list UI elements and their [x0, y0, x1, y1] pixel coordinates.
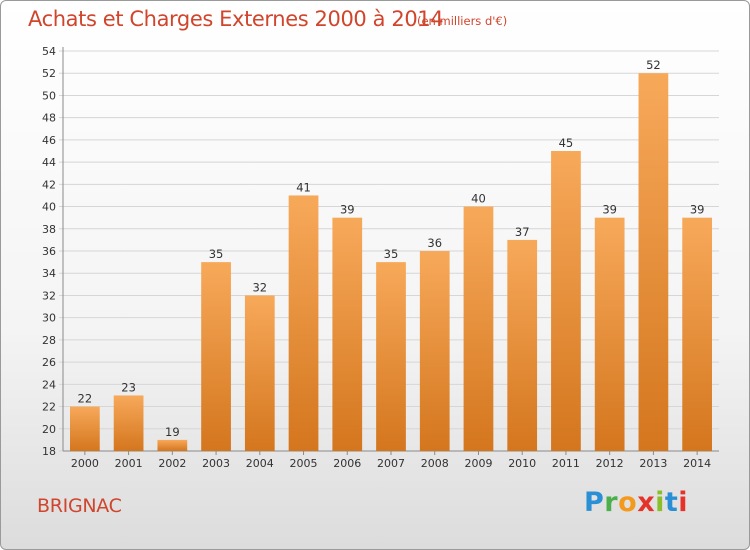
logo-letter: r	[604, 487, 619, 518]
y-tick-label: 18	[42, 445, 56, 458]
y-tick-label: 20	[42, 423, 56, 436]
data-labels: 22 23 19 35 32 41 39 35 36 40 37 45 39 52 39	[78, 58, 705, 439]
x-tick-label: 2012	[596, 457, 624, 470]
logo-letter: i	[655, 487, 665, 518]
x-tick-label: 2005	[290, 457, 318, 470]
bar	[551, 151, 581, 451]
bar	[507, 239, 538, 451]
x-tick-label: 2003	[202, 457, 230, 470]
logo-letter: o	[618, 487, 638, 518]
y-tick-label: 38	[42, 223, 56, 236]
logo-letter: P	[584, 487, 605, 518]
y-tick-label: 30	[42, 312, 56, 325]
data-label: 52	[646, 58, 661, 72]
x-tick-label: 2011	[552, 457, 580, 470]
place-name: BRIGNAC	[37, 495, 122, 517]
y-tick-label: 36	[42, 245, 56, 258]
bar	[201, 262, 231, 451]
y-tick-labels: 18 20 22 24 26 28 30 32 34 36 38 40 42 44 46 48 50 52 54	[42, 45, 56, 458]
data-label: 32	[252, 280, 267, 294]
data-label: 36	[427, 236, 442, 250]
y-tick-label: 48	[42, 112, 56, 125]
x-tick-labels: 2000 2001 2002 2003 2004 2005 2006 2007 2008 2009…	[71, 457, 711, 470]
logo-letter: x	[637, 487, 656, 518]
y-tick-label: 42	[42, 178, 56, 191]
x-tick-label: 2002	[158, 457, 186, 470]
data-label: 39	[602, 203, 617, 217]
bar	[594, 217, 625, 451]
x-tick-label: 2006	[333, 457, 361, 470]
y-tick-label: 54	[42, 45, 56, 58]
y-tick-label: 40	[42, 201, 56, 214]
bar	[288, 195, 319, 451]
chart-subtitle: (en milliers d'€)	[417, 14, 508, 28]
chart-title: Achats et Charges Externes 2000 à 2014	[28, 7, 444, 31]
y-tick-label: 46	[42, 134, 56, 147]
x-tick-label: 2004	[246, 457, 274, 470]
data-label: 39	[690, 203, 705, 217]
y-tick-label: 22	[42, 401, 56, 414]
y-tick-label: 52	[42, 67, 56, 80]
bar	[419, 251, 450, 451]
bar	[682, 217, 713, 451]
y-tick-label: 34	[42, 267, 56, 280]
x-tick-label: 2000	[71, 457, 99, 470]
x-tick-label: 2010	[508, 457, 536, 470]
proxiti-logo[interactable]: Proxiti	[584, 487, 688, 518]
y-tick-label: 44	[42, 156, 56, 169]
y-tick-label: 50	[42, 89, 56, 102]
data-label: 45	[559, 136, 574, 150]
data-label: 35	[384, 247, 399, 261]
x-tick-label: 2007	[377, 457, 405, 470]
bar	[463, 206, 494, 451]
x-tick-label: 2013	[639, 457, 667, 470]
x-tick-label: 2009	[464, 457, 492, 470]
data-label: 37	[515, 225, 530, 239]
logo-letter: i	[678, 487, 689, 518]
data-label: 35	[209, 247, 224, 261]
data-label: 41	[296, 180, 311, 194]
data-label: 40	[471, 192, 486, 206]
bar	[157, 439, 188, 451]
y-tick-label: 26	[42, 356, 56, 369]
y-tick-label: 32	[42, 289, 56, 302]
bars	[69, 73, 713, 451]
x-tick-label: 2001	[115, 457, 143, 470]
bar	[244, 295, 275, 451]
y-tick-label: 28	[42, 334, 56, 347]
logo-letter: t	[664, 487, 679, 518]
bar	[69, 406, 100, 451]
bar	[376, 262, 406, 451]
data-label: 23	[121, 380, 136, 394]
bar	[113, 395, 144, 451]
bar	[332, 217, 363, 451]
data-label: 39	[340, 203, 355, 217]
x-tick-label: 2008	[421, 457, 449, 470]
x-tick-label: 2014	[683, 457, 711, 470]
y-tick-label: 24	[42, 378, 56, 391]
data-label: 19	[165, 425, 180, 439]
data-label: 22	[78, 392, 93, 406]
bar	[638, 73, 669, 451]
